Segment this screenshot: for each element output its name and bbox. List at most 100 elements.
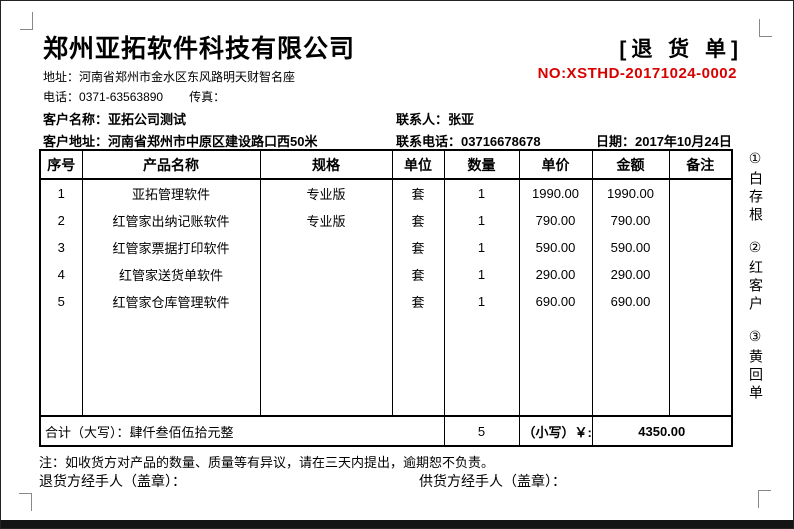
cell-remark (668, 288, 733, 315)
table-row: 5 红管家仓库管理软件 套 1 690.00 690.00 (39, 288, 733, 315)
customer-name-value: 亚拓公司测试 (108, 112, 187, 127)
phone-value: 0371-63563890 (79, 90, 164, 104)
cell-product: 亚拓管理软件 (81, 179, 261, 207)
date-value: 2017年10月24日 (635, 134, 732, 149)
cell-qty: 1 (443, 207, 520, 234)
contact-label: 联系人： (396, 112, 449, 127)
company-address-line: 地址：河南省郑州市金水区东风路明天财智名座 (43, 68, 295, 85)
total-amount-value: 4350.00 (591, 415, 733, 447)
cell-product: 红管家票据打印软件 (81, 234, 261, 261)
cell-amount: 1990.00 (591, 179, 670, 207)
col-header-qty: 数量 (443, 149, 520, 180)
cell-amount: 290.00 (591, 261, 670, 288)
cell-spec (259, 288, 393, 315)
window-bottom-edge (1, 520, 793, 528)
total-quantity: 5 (443, 415, 520, 447)
cell-price: 1990.00 (518, 179, 593, 207)
table-total-row: 合计（大写）：肆仟叁佰伍拾元整 5 （小写）￥: 4350.00 (39, 415, 733, 447)
contact-field: 联系人：张亚 (396, 109, 474, 128)
cell-qty: 1 (443, 288, 520, 315)
cell-index: 2 (39, 207, 83, 234)
copy-color-legend: ①白存根 ②红客户 ③黄回单 (747, 151, 765, 403)
company-phone-line: 电话：0371-63563890 传真： (43, 88, 225, 105)
contact-phone-value: 03716678678 (461, 134, 541, 149)
date-label: 日期： (596, 134, 636, 149)
cell-amount: 690.00 (591, 288, 670, 315)
cell-price: 290.00 (518, 261, 593, 288)
cell-index: 5 (39, 288, 83, 315)
cell-price: 590.00 (518, 234, 593, 261)
cell-amount: 790.00 (591, 207, 670, 234)
copy-legend-white-stub: ①白存根 (748, 151, 764, 225)
col-header-product: 产品名称 (81, 149, 261, 180)
table-row: 2 红管家出纳记账软件 专业版 套 1 790.00 790.00 (39, 207, 733, 234)
cell-remark (668, 207, 733, 234)
customer-line-1: 客户名称：亚拓公司测试 联系人：张亚 (43, 109, 753, 128)
cell-price: 690.00 (518, 288, 593, 315)
cell-unit: 套 (391, 207, 445, 234)
col-header-spec: 规格 (259, 149, 393, 180)
col-header-amount: 金额 (591, 149, 670, 180)
cell-price: 790.00 (518, 207, 593, 234)
cell-product: 红管家出纳记账软件 (81, 207, 261, 234)
customer-line-2: 客户地址：河南省郑州市中原区建设路口西50米 联系电话：03716678678 … (43, 131, 753, 150)
col-header-index: 序号 (39, 149, 83, 180)
contact-value: 张亚 (448, 112, 475, 127)
doc-number: NO:XSTHD-20171024-0002 (537, 65, 737, 82)
supplier-signature-label: 供货方经手人（盖章）： (419, 473, 566, 489)
table-header-row: 序号 产品名称 规格 单位 数量 单价 金额 备注 (39, 149, 733, 180)
disclaimer-note: 注：如收货方对产品的数量、质量等有异议，请在三天内提出，逾期恕不负责。 (39, 455, 495, 470)
corner-mark-bottom-left (19, 493, 32, 511)
cell-spec: 专业版 (259, 207, 393, 234)
table-empty-space (39, 315, 733, 416)
copy-legend-red-customer: ②红客户 (748, 240, 764, 314)
contact-phone-field: 联系电话：03716678678 (396, 131, 541, 150)
cell-qty: 1 (443, 179, 520, 207)
cell-qty: 1 (443, 261, 520, 288)
contact-phone-label: 联系电话： (396, 134, 462, 149)
total-amount-in-words: 合计（大写）：肆仟叁佰伍拾元整 (39, 415, 445, 447)
customer-address-label: 客户地址： (43, 134, 109, 149)
cell-spec: 专业版 (259, 179, 393, 207)
customer-name-label: 客户名称： (43, 112, 109, 127)
col-header-price: 单价 (518, 149, 593, 180)
cell-index: 3 (39, 234, 83, 261)
copy-legend-yellow-receipt: ③黄回单 (748, 329, 764, 403)
date-field: 日期：2017年10月24日 (596, 131, 732, 150)
items-table: 序号 产品名称 规格 单位 数量 单价 金额 备注 1 亚拓管理软件 专业版 套… (39, 149, 733, 447)
cell-spec (259, 261, 393, 288)
cell-index: 4 (39, 261, 83, 288)
returner-signature-label: 退货方经手人（盖章）： (39, 473, 186, 489)
cell-spec (259, 234, 393, 261)
corner-mark-top-left (20, 12, 33, 30)
corner-mark-bottom-right (758, 490, 771, 508)
total-numeric-label: （小写）￥: (518, 415, 593, 447)
cell-remark (668, 234, 733, 261)
document-title: [退 货 单] (619, 38, 743, 61)
cell-unit: 套 (391, 234, 445, 261)
cell-unit: 套 (391, 179, 445, 207)
col-header-unit: 单位 (391, 149, 445, 180)
table-row: 3 红管家票据打印软件 套 1 590.00 590.00 (39, 234, 733, 261)
col-header-remark: 备注 (668, 149, 733, 180)
cell-index: 1 (39, 179, 83, 207)
table-row: 4 红管家送货单软件 套 1 290.00 290.00 (39, 261, 733, 288)
address-label: 地址： (43, 70, 80, 84)
signature-line: 退货方经手人（盖章）： 供货方经手人（盖章）： (39, 471, 759, 491)
table-row: 1 亚拓管理软件 专业版 套 1 1990.00 1990.00 (39, 179, 733, 207)
cell-qty: 1 (443, 234, 520, 261)
cell-product: 红管家送货单软件 (81, 261, 261, 288)
cell-unit: 套 (391, 288, 445, 315)
cell-unit: 套 (391, 261, 445, 288)
corner-mark-top-right (759, 19, 772, 37)
phone-label: 电话： (43, 90, 80, 104)
fax-label: 传真： (189, 90, 226, 104)
address-value: 河南省郑州市金水区东风路明天财智名座 (79, 70, 296, 84)
cell-remark (668, 179, 733, 207)
customer-address-value: 河南省郑州市中原区建设路口西50米 (108, 134, 318, 149)
cell-product: 红管家仓库管理软件 (81, 288, 261, 315)
cell-remark (668, 261, 733, 288)
cell-amount: 590.00 (591, 234, 670, 261)
company-name: 郑州亚拓软件科技有限公司 (43, 35, 356, 63)
